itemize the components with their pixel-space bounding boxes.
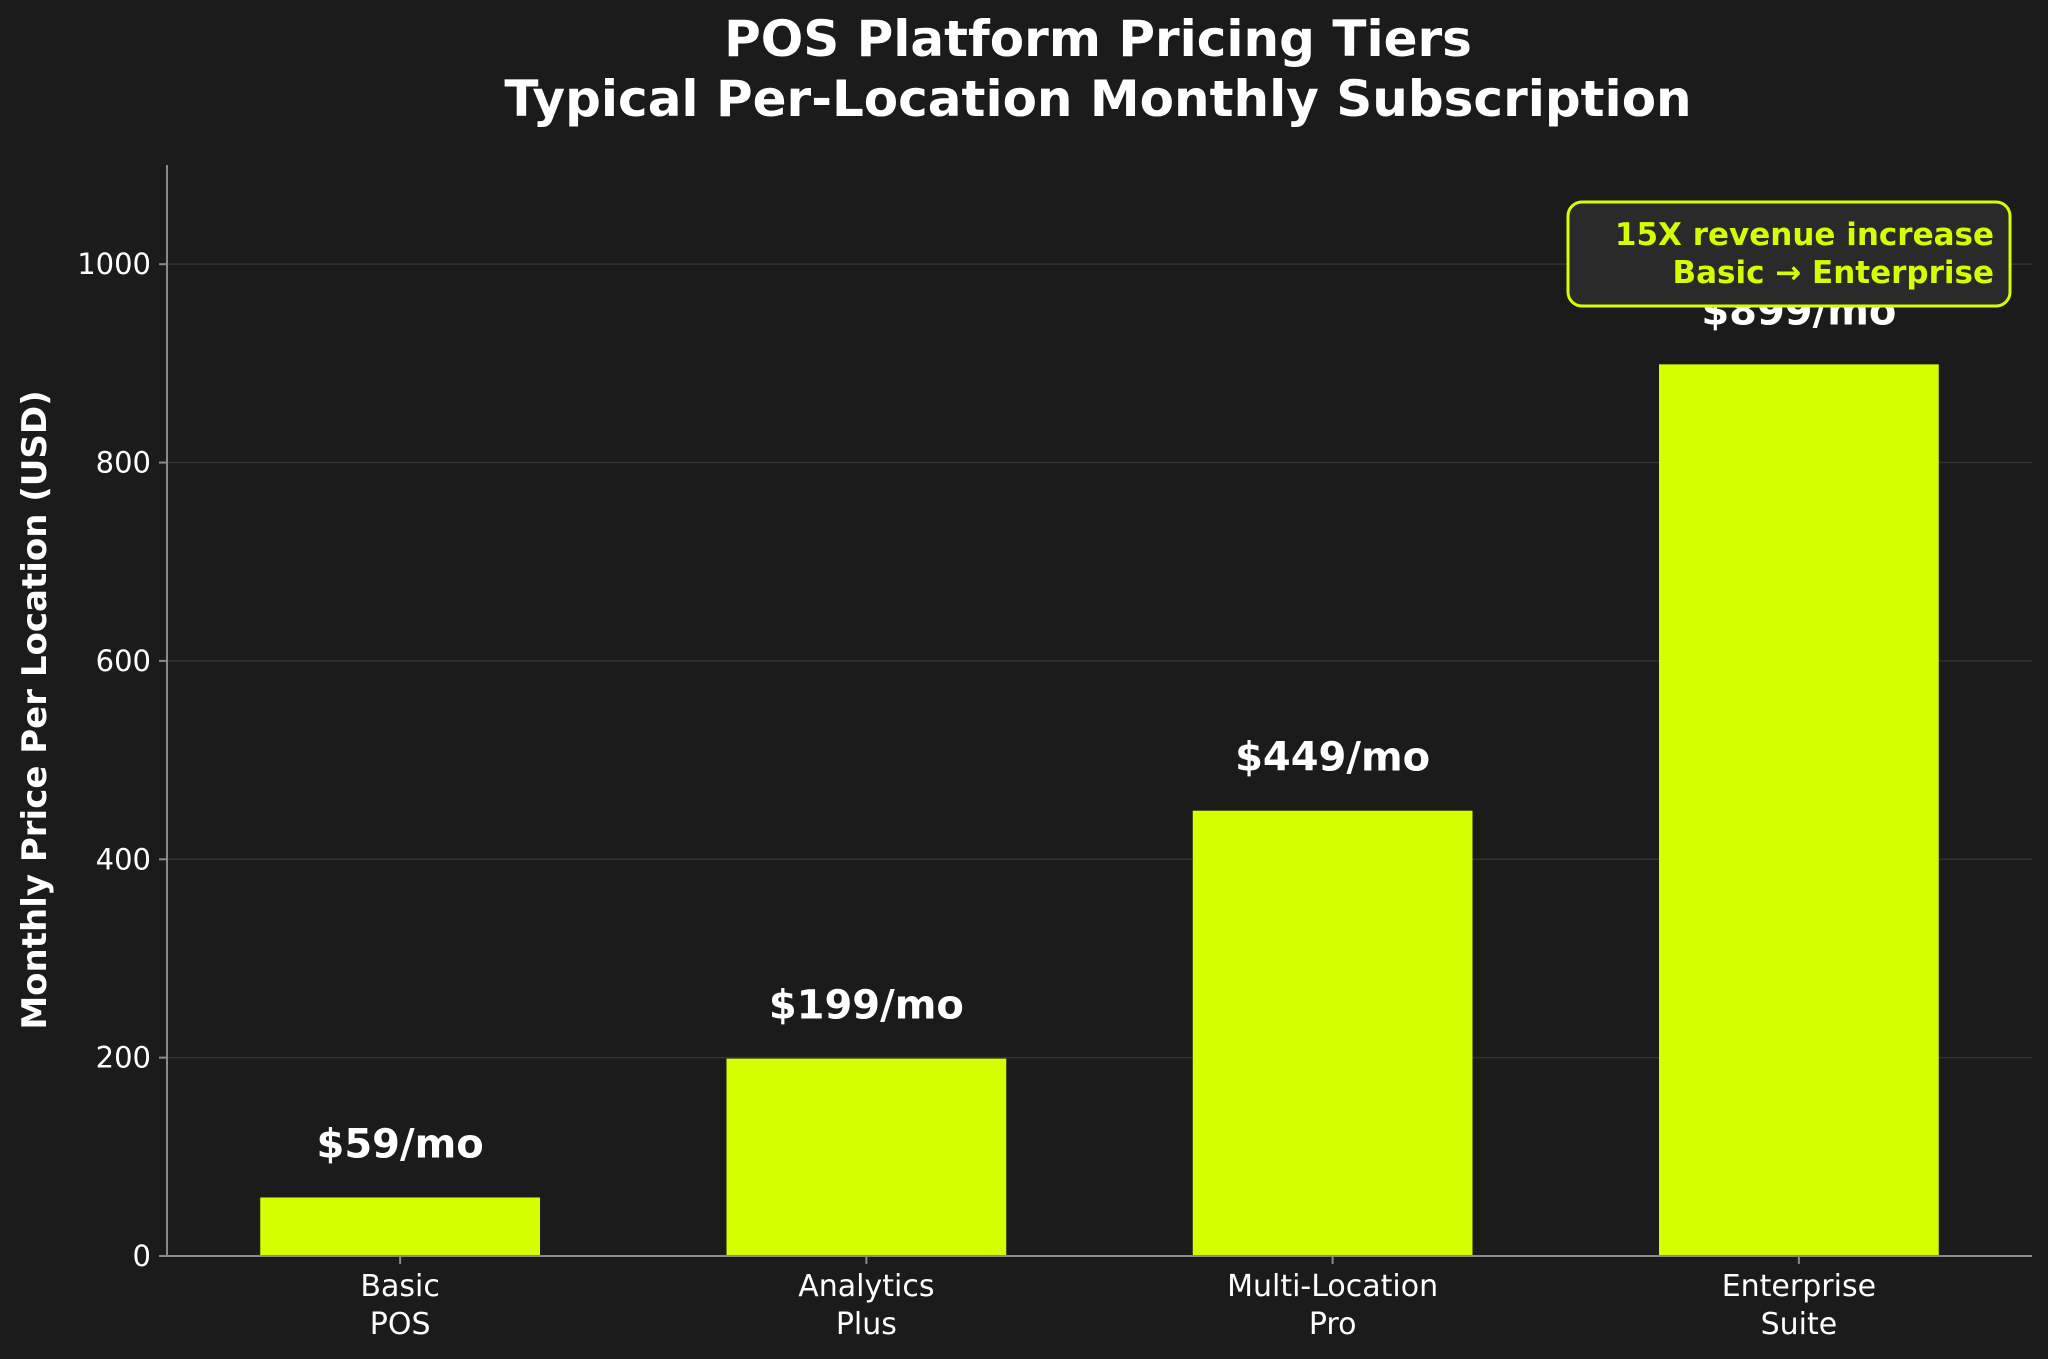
y-ticks: 0 200 400 600 800 1000 (77, 247, 167, 1273)
y-tick-label: 800 (96, 446, 151, 480)
bars (260, 364, 1939, 1256)
x-tick-label: POS (370, 1307, 431, 1342)
bar (260, 1197, 540, 1256)
y-tick-label: 0 (133, 1239, 151, 1273)
y-tick-label: 600 (96, 644, 151, 678)
chart-title-line-1: POS Platform Pricing Tiers (724, 10, 1472, 68)
x-tick-label: Plus (836, 1307, 897, 1342)
y-tick-label: 200 (96, 1041, 151, 1075)
axes (166, 165, 2032, 1257)
y-tick-label: 400 (96, 842, 151, 876)
x-tick-label: Basic (360, 1269, 439, 1304)
x-tick-label: Suite (1761, 1307, 1838, 1342)
bar (726, 1058, 1007, 1256)
bar-value-label: $199/mo (769, 983, 964, 1029)
x-tick-label: Pro (1309, 1307, 1357, 1342)
x-tick-label: Analytics (798, 1269, 934, 1304)
y-axis-label: Monthly Price Per Location (USD) (15, 390, 55, 1029)
y-tick-label: 1000 (77, 247, 151, 281)
bar-value-label: $449/mo (1235, 735, 1430, 781)
x-tick-label: Enterprise (1722, 1269, 1876, 1304)
annotation-line-2: Basic → Enterprise (1672, 255, 1994, 291)
annotation-frame (1566, 200, 2012, 308)
annotation-box: 15X revenue increase Basic → Enterprise (1566, 200, 2012, 308)
chart-title-line-2: Typical Per-Location Monthly Subscriptio… (504, 70, 1691, 128)
bar (1192, 810, 1473, 1256)
x-tick-label: Multi-Location (1227, 1269, 1438, 1304)
bar (1659, 364, 1939, 1256)
bar-value-label: $59/mo (316, 1121, 483, 1167)
annotation-line-1: 15X revenue increase (1615, 217, 1994, 253)
